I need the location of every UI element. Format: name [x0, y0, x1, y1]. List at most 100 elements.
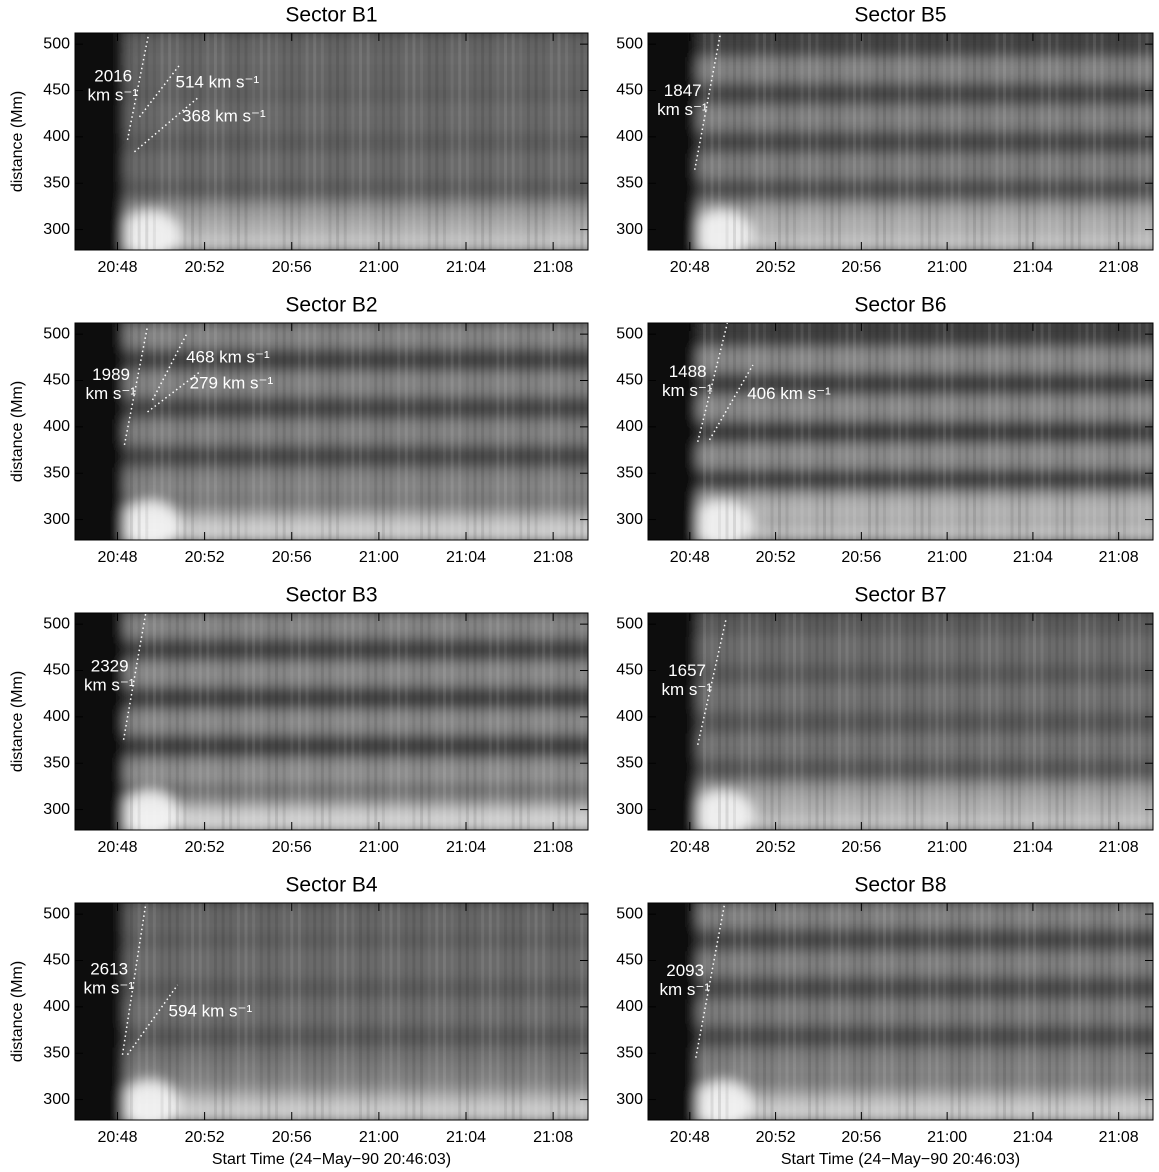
image-streak — [259, 323, 263, 540]
x-tick-label: 20:48 — [670, 1129, 710, 1146]
image-streak — [343, 323, 347, 540]
image-streak — [740, 613, 744, 830]
image-band — [688, 129, 1153, 158]
image-streak — [770, 613, 774, 830]
image-streak — [928, 33, 931, 250]
speed-label: km s⁻¹ — [661, 680, 712, 699]
image-streak — [1033, 903, 1036, 1120]
image-streak — [137, 613, 141, 830]
image-streak — [320, 613, 324, 830]
plot-frame — [74, 902, 589, 1121]
x-tick-label: 21:04 — [446, 549, 486, 566]
image-streak — [1025, 613, 1029, 830]
image-band — [115, 419, 588, 448]
image-streak — [343, 613, 347, 830]
image-streak — [213, 613, 217, 830]
image-dark-strip — [75, 323, 125, 540]
image-streak — [988, 323, 991, 540]
image-streak — [236, 33, 240, 250]
image-streak — [420, 33, 424, 250]
image-band — [688, 903, 1153, 932]
image-streak — [252, 323, 256, 540]
image-streak — [740, 33, 744, 250]
speed-label: km s⁻¹ — [84, 675, 135, 694]
speed-label: 1847 — [664, 81, 702, 100]
image-streak — [397, 903, 401, 1120]
image-streak — [1145, 613, 1149, 830]
image-glow — [688, 190, 1153, 250]
image-streak — [442, 613, 446, 830]
speed-label: km s⁻¹ — [657, 100, 708, 119]
image-band — [115, 395, 588, 424]
y-tick-label: 400 — [43, 418, 70, 435]
x-tick-label: 20:48 — [97, 1129, 137, 1146]
x-tick-label: 21:08 — [533, 259, 573, 276]
image-streak — [549, 33, 553, 250]
image-streak — [1048, 903, 1051, 1120]
x-tick-label: 21:00 — [927, 839, 967, 856]
image-streak — [883, 903, 886, 1120]
chart-title: Sector B3 — [285, 584, 377, 607]
image-streak — [793, 323, 796, 540]
image-streak — [351, 613, 355, 830]
image-band — [688, 661, 1153, 690]
image-streak — [320, 903, 324, 1120]
image-streak — [913, 323, 916, 540]
speed-fit-line — [121, 905, 147, 1055]
image-streak — [336, 613, 340, 830]
image-streak — [883, 613, 886, 830]
image-streak — [557, 323, 561, 540]
image-streak — [496, 903, 500, 1120]
image-streak — [725, 323, 729, 540]
image-streak — [572, 33, 576, 250]
image-dark-strip — [75, 33, 125, 250]
image-streak — [920, 33, 924, 250]
image-streak — [958, 903, 961, 1120]
image-streak — [259, 33, 263, 250]
image-streak — [710, 323, 714, 540]
image-streak — [313, 903, 317, 1120]
image-texture — [648, 33, 1153, 250]
image-streak — [943, 903, 946, 1120]
image-streak — [320, 323, 324, 540]
image-band — [688, 927, 1153, 956]
image-streak — [297, 33, 301, 250]
image-flash — [693, 210, 753, 250]
image-streak — [389, 323, 393, 540]
image-streak — [160, 323, 164, 540]
image-band — [115, 733, 588, 762]
image-streak — [236, 323, 240, 540]
image-streak — [183, 613, 187, 830]
image-streak — [572, 903, 576, 1120]
y-tick-label: 450 — [43, 952, 70, 969]
image-streak — [965, 33, 969, 250]
image-streak — [336, 33, 340, 250]
image-streak — [1070, 613, 1074, 830]
image-streak — [1033, 613, 1036, 830]
image-streak — [718, 613, 721, 830]
image-band — [115, 323, 588, 352]
y-tick-label: 300 — [616, 801, 643, 818]
image-streak — [244, 613, 248, 830]
image-streak — [725, 33, 729, 250]
image-streak — [290, 33, 294, 250]
image-streak — [244, 323, 248, 540]
image-streak — [770, 323, 774, 540]
chart-title: Sector B4 — [285, 874, 378, 897]
image-streak — [763, 613, 766, 830]
image-streak — [152, 613, 156, 830]
image-streak — [328, 33, 332, 250]
speed-label: km s⁻¹ — [88, 85, 139, 104]
image-streak — [808, 613, 811, 830]
x-tick-label: 21:00 — [927, 259, 967, 276]
image-streak — [748, 323, 751, 540]
image-streak — [427, 613, 431, 830]
image-streak — [853, 613, 856, 830]
image-streak — [1018, 613, 1021, 830]
image-streak — [913, 903, 916, 1120]
image-streak — [860, 33, 864, 250]
image-streak — [1145, 903, 1149, 1120]
image-streak — [1108, 33, 1111, 250]
image-streak — [1085, 323, 1089, 540]
image-streak — [1100, 33, 1104, 250]
